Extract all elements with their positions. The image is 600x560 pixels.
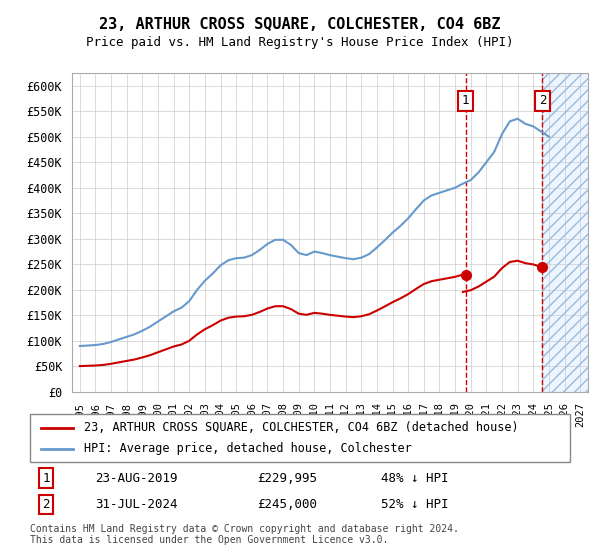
FancyBboxPatch shape	[30, 414, 570, 462]
Text: 2: 2	[43, 498, 50, 511]
Text: 23-AUG-2019: 23-AUG-2019	[95, 472, 178, 484]
Text: 1: 1	[43, 472, 50, 484]
Text: 48% ↓ HPI: 48% ↓ HPI	[381, 472, 449, 484]
Text: £229,995: £229,995	[257, 472, 317, 484]
Text: HPI: Average price, detached house, Colchester: HPI: Average price, detached house, Colc…	[84, 442, 412, 455]
Text: 2: 2	[539, 95, 546, 108]
Text: 23, ARTHUR CROSS SQUARE, COLCHESTER, CO4 6BZ (detached house): 23, ARTHUR CROSS SQUARE, COLCHESTER, CO4…	[84, 421, 518, 434]
Bar	[542, 73, 588, 392]
Text: Price paid vs. HM Land Registry's House Price Index (HPI): Price paid vs. HM Land Registry's House …	[86, 36, 514, 49]
Bar	[542, 73, 588, 392]
Text: 1: 1	[462, 95, 469, 108]
Text: 23, ARTHUR CROSS SQUARE, COLCHESTER, CO4 6BZ: 23, ARTHUR CROSS SQUARE, COLCHESTER, CO4…	[99, 17, 501, 32]
Text: £245,000: £245,000	[257, 498, 317, 511]
Text: Contains HM Land Registry data © Crown copyright and database right 2024.
This d: Contains HM Land Registry data © Crown c…	[30, 524, 459, 545]
Text: 31-JUL-2024: 31-JUL-2024	[95, 498, 178, 511]
Text: 52% ↓ HPI: 52% ↓ HPI	[381, 498, 449, 511]
